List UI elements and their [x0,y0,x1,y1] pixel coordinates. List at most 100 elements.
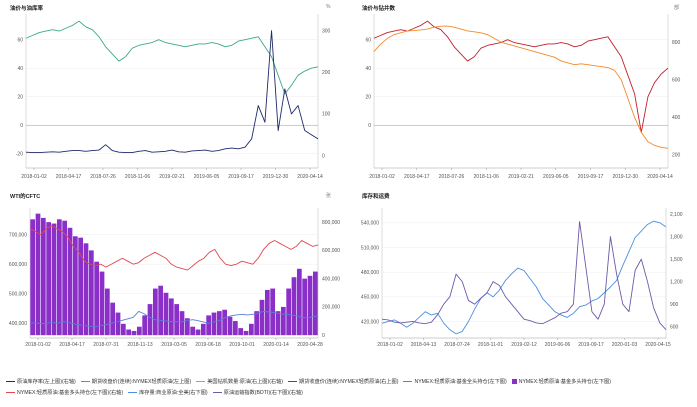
legend-swatch [128,392,138,394]
legend-label: 期货收盘价(连续):NYMEX轻质原油(右上图) [299,379,399,385]
x-tick-label: 2018-11-01 [478,342,503,348]
series-line [381,220,667,335]
bar [280,306,286,336]
y-left-tick-label: -20 [16,152,23,158]
bar [232,321,238,336]
x-tick-label: 2018-11-06 [125,174,150,180]
chart-svg: 420,000 450,000 480,000 510,000 540,000 600 90… [361,208,683,348]
chart-svg: -20 0 20 40 60 0 100 200 300 2018-01-02 2018-04-17… [16,14,331,180]
legend-item: 原油运输指数(BDTI)(右下图)(右轴) [212,389,303,396]
legend-swatch [80,381,90,383]
y-right-tick-label: 800 [672,40,681,46]
x-tick-label: 2018-07-26 [90,174,116,180]
series-line [25,30,319,154]
bar [275,311,281,336]
x-tick-label: 2018-01-02 [377,342,403,348]
y-left-tick-label: 0 [368,123,371,129]
bar [168,298,174,336]
y-right-tick-label: 900 [670,302,679,308]
legend-label: 美国钻机数量:原油(右上图)(右轴) [207,379,284,385]
y-left-tick-label: 700,000 [9,232,27,238]
bar [307,275,313,336]
legend-row-2: NYMEX:轻质原油:基金多头持仓(左下图)(右轴) 库存量:商业原油:全美(右下… [6,389,694,396]
y-left-tick-label: 20 [365,95,371,101]
legend-label: 原油运输指数(BDTI)(右下图)(右轴) [223,390,303,396]
y-left-tick-label: 60 [365,37,371,43]
bar [254,311,260,336]
legend-label: NYMEX:轻质原油:基金多头持仓(左下图) [518,379,611,385]
x-tick-label: 2020-04-14 [297,174,323,180]
bar [222,309,228,336]
legend-item: 原油库存率(左上图)(右轴) [6,378,76,385]
chart-title: 油价与油库率 [10,6,44,12]
series-line [25,20,319,95]
series-line [29,310,319,328]
y-left-tick-label: 600,000 [9,262,27,268]
y-left-tick-label: 420,000 [361,319,379,325]
x-tick-label: 2019-02-21 [159,174,185,180]
x-tick-label: 2019-06-18 [195,342,221,348]
bar [243,330,249,336]
series-line [381,221,667,331]
x-tick-label: 2018-01-02 [25,342,51,348]
bar [115,312,121,336]
bar [184,318,190,336]
y-left-tick-label: 510,000 [361,245,379,251]
legend-swatch [6,381,15,383]
x-tick-label: 2020-04-14 [647,174,673,180]
bar [30,219,36,336]
chart-panel-wti-cftc: WTI的CFTC 张 400,000 500,000 600,000 700,000 0… [0,190,345,360]
x-tick-label: 2018-07-31 [93,342,119,348]
legend-item: 期货收盘价(连续):NYMEX轻质原油(右上图) [288,378,398,385]
y-right-tick-label: 600 [672,78,681,84]
x-tick-label: 2019-12-30 [263,174,289,180]
bar [291,277,297,336]
legend-label: 库存量:商业原油:全美(右下图) [139,390,208,396]
x-tick-label: 2020-01-03 [612,342,638,348]
y-right-tick-label: 200,000 [322,305,340,311]
y-right-tick-label: 300 [322,28,331,34]
y-right-tick-label: 2,100 [670,212,683,218]
series-line [29,225,319,271]
y-right-tick-label: 0 [322,333,325,339]
x-tick-label: 2018-04-17 [56,174,82,180]
x-tick-label: 2018-11-13 [127,342,152,348]
legend-item: NYMEX:轻质原油:基金多头持仓(左下图) [511,378,611,385]
legend-label: 原油库存率(左上图)(右轴) [17,379,76,385]
bar [248,323,254,336]
bar [195,329,201,336]
x-tick-label: 2019-09-17 [578,174,604,180]
bar [286,288,292,336]
legend-item: NYMEX:轻质原油:基金全头持仓(左下图) [403,378,507,385]
x-tick-label: 2019-09-17 [578,342,604,348]
legend-row-1: 原油库存率(左上图)(右轴) 期货收盘价(连续):NYMEX轻质原油(左上图) 美国… [6,378,694,385]
bar [35,213,41,336]
bar [259,299,265,336]
y-right-tick-label: 100 [322,112,331,118]
bar [238,328,244,336]
bar [211,312,217,336]
y-left-tick-label: 500,000 [9,291,27,297]
y-right-tick-label: 400,000 [322,276,340,282]
bar [99,271,105,336]
x-tick-label: 2020-01-14 [263,342,289,348]
bar [126,329,132,336]
x-tick-label: 2019-09-17 [228,174,254,180]
bar [152,288,158,336]
bar [94,261,100,336]
y-right-tick-label: 1,500 [670,257,683,263]
y-left-tick-label: 540,000 [361,221,379,227]
bar [312,271,318,336]
legend-swatch [6,392,15,394]
bar [40,217,46,336]
series-line [373,20,669,133]
bar [296,268,302,336]
chart-title: 油价与钻井数 [362,6,396,12]
y-left-tick-label: 0 [20,123,23,129]
legend-swatch [403,381,413,383]
legend-swatch [288,381,298,383]
legend-swatch [196,381,206,383]
y-left-tick-label: 60 [17,37,23,43]
legend-item: NYMEX:轻质原油:基金多头持仓(左下图)(右轴) [6,389,123,396]
bar [136,326,142,336]
